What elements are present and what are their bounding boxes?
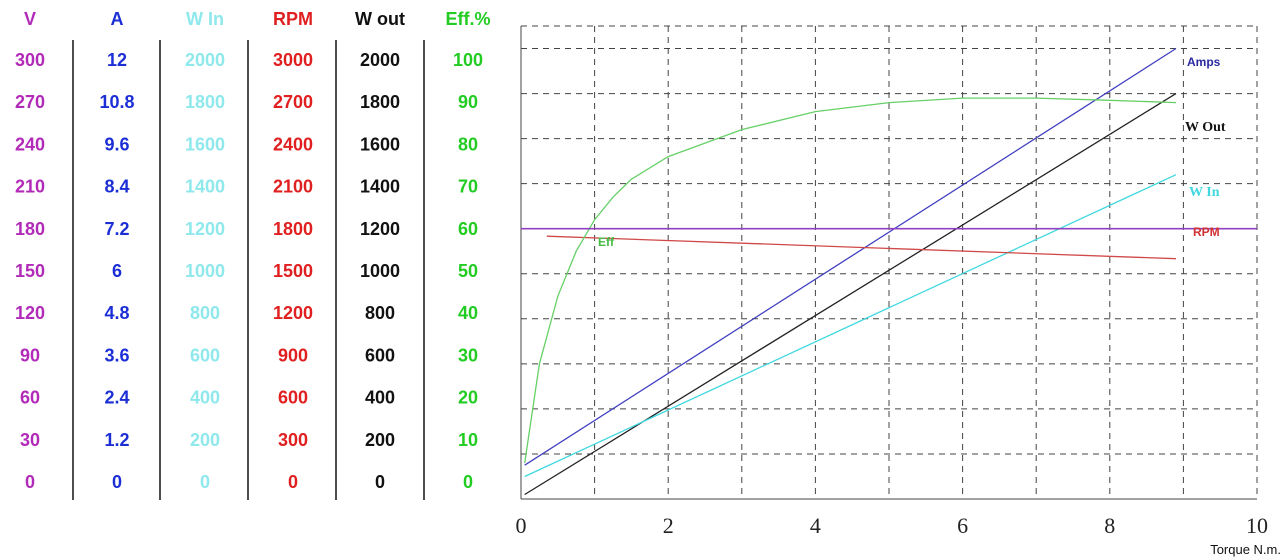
series-label-amps: Amps: [1187, 55, 1221, 69]
plot-area: Amps W Out W In RPM Eff 0 2 4 6 8 10 Torque N.m.: [516, 25, 1281, 557]
table-cell-rpm: 3000: [273, 50, 313, 70]
table-cell-w-out: 1200: [360, 219, 400, 239]
table-cell-w-out: 1800: [360, 92, 400, 112]
table-cell-eff: 0: [463, 472, 473, 492]
value-table: V3002702402101801501209060300A1210.89.68…: [15, 9, 491, 500]
table-cell-w-in: 1200: [185, 219, 225, 239]
table-cell-eff: 70: [458, 177, 478, 197]
table-cell-w-out: 400: [365, 388, 395, 408]
series-label-eff: Eff: [598, 235, 615, 249]
table-cell-v: 300: [15, 50, 45, 70]
table-cell-w-out: 1600: [360, 134, 400, 154]
table-cell-w-in: 1400: [185, 177, 225, 197]
table-cell-v: 30: [20, 430, 40, 450]
table-cell-eff: 20: [458, 388, 478, 408]
table-cell-eff: 90: [458, 92, 478, 112]
table-cell-w-out: 1000: [360, 261, 400, 281]
table-cell-rpm: 900: [278, 345, 308, 365]
column-header-a: A: [111, 9, 124, 29]
series-label-w-out: W Out: [1185, 120, 1226, 135]
table-cell-eff: 100: [453, 50, 483, 70]
x-tick-label: 4: [810, 513, 821, 538]
column-header-eff: Eff.%: [446, 9, 491, 29]
column-header-w-in: W In: [186, 9, 224, 29]
table-cell-a: 8.4: [104, 177, 129, 197]
table-cell-a: 7.2: [104, 219, 129, 239]
table-cell-a: 12: [107, 50, 127, 70]
table-cell-rpm: 1200: [273, 303, 313, 323]
table-cell-eff: 10: [458, 430, 478, 450]
table-cell-v: 60: [20, 388, 40, 408]
table-cell-eff: 80: [458, 134, 478, 154]
table-cell-v: 0: [25, 472, 35, 492]
table-cell-a: 2.4: [104, 388, 129, 408]
series-labels: Amps W Out W In RPM Eff: [598, 55, 1226, 249]
series-lines: [521, 47, 1257, 496]
table-cell-rpm: 2700: [273, 92, 313, 112]
table-cell-a: 10.8: [99, 92, 134, 112]
table-cell-v: 120: [15, 303, 45, 323]
grid: [520, 25, 1258, 500]
table-cell-rpm: 1800: [273, 219, 313, 239]
table-cell-a: 6: [112, 261, 122, 281]
table-cell-v: 150: [15, 261, 45, 281]
table-cell-w-in: 200: [190, 430, 220, 450]
table-cell-w-in: 400: [190, 388, 220, 408]
table-cell-v: 180: [15, 219, 45, 239]
table-cell-v: 270: [15, 92, 45, 112]
x-tick-label: 0: [516, 513, 527, 538]
table-cell-rpm: 600: [278, 388, 308, 408]
table-cell-rpm: 300: [278, 430, 308, 450]
x-tick-label: 6: [957, 513, 968, 538]
series-label-rpm: RPM: [1193, 225, 1220, 239]
x-tick-label: 10: [1246, 513, 1268, 538]
table-cell-w-in: 1800: [185, 92, 225, 112]
x-axis-ticks: 0 2 4 6 8 10: [516, 513, 1269, 538]
series-line-amps: [524, 47, 1177, 466]
table-cell-w-in: 2000: [185, 50, 225, 70]
column-header-rpm: RPM: [273, 9, 313, 29]
table-cell-v: 240: [15, 134, 45, 154]
table-cell-w-out: 600: [365, 345, 395, 365]
table-cell-w-in: 800: [190, 303, 220, 323]
series-line-eff: [524, 97, 1177, 464]
x-tick-label: 8: [1104, 513, 1115, 538]
table-cell-w-out: 1400: [360, 177, 400, 197]
table-cell-v: 90: [20, 345, 40, 365]
x-axis-label: Torque N.m.: [1210, 542, 1281, 557]
series-label-w-in: W In: [1189, 185, 1220, 200]
table-cell-rpm: 2100: [273, 177, 313, 197]
table-cell-rpm: 0: [288, 472, 298, 492]
table-cell-a: 9.6: [104, 134, 129, 154]
x-tick-label: 2: [663, 513, 674, 538]
table-cell-w-in: 1000: [185, 261, 225, 281]
table-cell-w-out: 2000: [360, 50, 400, 70]
table-cell-w-in: 600: [190, 345, 220, 365]
table-cell-a: 1.2: [104, 430, 129, 450]
table-cell-a: 3.6: [104, 345, 129, 365]
table-cell-a: 4.8: [104, 303, 129, 323]
table-cell-w-out: 200: [365, 430, 395, 450]
table-cell-rpm: 2400: [273, 134, 313, 154]
table-cell-w-out: 0: [375, 472, 385, 492]
table-cell-a: 0: [112, 472, 122, 492]
column-header-v: V: [24, 9, 36, 29]
table-cell-v: 210: [15, 177, 45, 197]
table-cell-eff: 30: [458, 345, 478, 365]
table-cell-eff: 50: [458, 261, 478, 281]
table-cell-w-in: 0: [200, 472, 210, 492]
column-header-w-out: W out: [355, 9, 405, 29]
table-cell-w-out: 800: [365, 303, 395, 323]
series-line-rpm: [546, 235, 1177, 260]
table-cell-eff: 40: [458, 303, 478, 323]
series-line-w-out: [524, 93, 1177, 496]
table-cell-w-in: 1600: [185, 134, 225, 154]
table-cell-rpm: 1500: [273, 261, 313, 281]
table-cell-eff: 60: [458, 219, 478, 239]
series-line-w-in: [524, 174, 1177, 478]
